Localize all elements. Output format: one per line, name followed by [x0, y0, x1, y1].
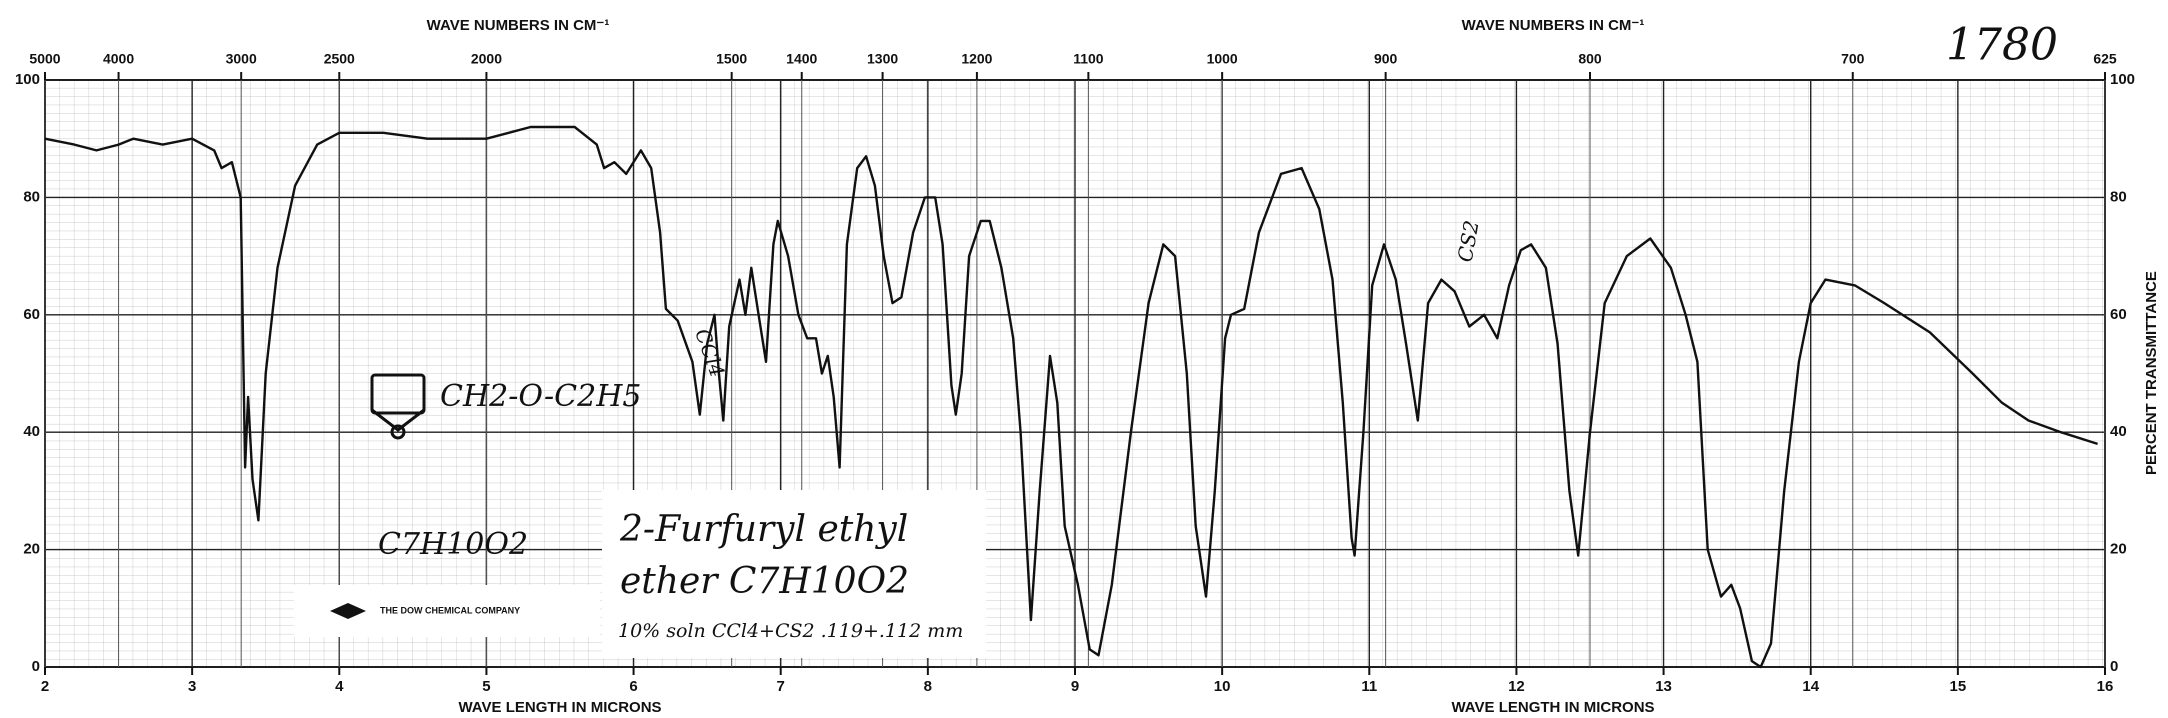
- annotation: 2-Furfuryl ethyl: [619, 509, 908, 550]
- y2-tick-label: 20: [2110, 541, 2127, 558]
- y2-tick-label: 40: [2110, 423, 2127, 440]
- x2-tick-label: 1100: [1073, 51, 1104, 67]
- x-tick-label: 11: [1361, 678, 1377, 695]
- y2-tick-label: 0: [2110, 658, 2118, 675]
- annotation: THE DOW CHEMICAL COMPANY: [380, 605, 520, 615]
- x-tick-label: 13: [1655, 678, 1672, 695]
- x-tick-label: 8: [924, 678, 932, 695]
- x-tick-label: 2: [41, 678, 49, 695]
- logo: [330, 603, 366, 619]
- x2-tick-label: 4000: [103, 51, 134, 67]
- label-box: [602, 490, 986, 658]
- x2-tick-label: 1300: [867, 51, 898, 67]
- x2-tick-label: 2000: [471, 51, 502, 67]
- y-tick-label: 60: [23, 306, 40, 323]
- x2-tick-label: 5000: [29, 51, 60, 67]
- y-tick-label: 80: [23, 188, 40, 205]
- x-tick-label: 7: [777, 678, 785, 695]
- x-axis-label: WAVE LENGTH IN MICRONS: [1451, 699, 1654, 716]
- x2-tick-label: 3000: [226, 51, 257, 67]
- y-tick-label: 20: [23, 541, 40, 558]
- y-tick-label: 40: [23, 423, 40, 440]
- y-axis-label: PERCENT TRANSMITTANCE: [2143, 271, 2160, 475]
- structure-sketch: [370, 373, 426, 440]
- x2-tick-label: 800: [1578, 51, 1602, 67]
- y2-tick-label: 80: [2110, 188, 2127, 205]
- annotation: CH2-O-C2H5: [440, 379, 641, 414]
- y2-tick-label: 100: [2110, 71, 2135, 88]
- x-tick-label: 10: [1214, 678, 1231, 695]
- x2-tick-label: 2500: [324, 51, 355, 67]
- x2-tick-label: 1200: [961, 51, 992, 67]
- x-axis-label: WAVE LENGTH IN MICRONS: [458, 699, 661, 716]
- y-tick-label: 0: [32, 658, 40, 675]
- x-tick-label: 9: [1071, 678, 1079, 695]
- x-tick-label: 3: [188, 678, 196, 695]
- x2-tick-label: 1000: [1207, 51, 1238, 67]
- x2-axis-label: WAVE NUMBERS IN CM⁻¹: [1462, 17, 1645, 34]
- x-tick-label: 6: [629, 678, 637, 695]
- x-tick-label: 4: [335, 678, 344, 695]
- series: [44, 125, 2098, 669]
- annotation: C7H10O2: [378, 527, 528, 562]
- x2-tick-label: 1500: [716, 51, 747, 67]
- annotation: 10% soln CCl4+CS2 .119+.112 mm: [618, 620, 963, 642]
- x-tick-label: 15: [1950, 678, 1967, 695]
- y-tick-label: 100: [15, 71, 40, 88]
- spectrum-line: [44, 125, 2098, 669]
- x-tick-label: 5: [482, 678, 490, 695]
- annotation: 1780: [1946, 20, 2058, 71]
- x2-axis-label: WAVE NUMBERS IN CM⁻¹: [427, 17, 610, 34]
- annotation: ether C7H10O2: [620, 561, 909, 602]
- x-tick-label: 12: [1508, 678, 1525, 695]
- x2-tick-label: 700: [1841, 51, 1865, 67]
- x2-tick-label: 900: [1374, 51, 1398, 67]
- x-tick-label: 16: [2097, 678, 2114, 695]
- x2-tick-label: 625: [2093, 51, 2117, 67]
- x-tick-label: 14: [1802, 678, 1819, 695]
- axes: 0 0 20 20 40 40 60 60 80 80 100 100 2 3 4 5 6 7 8 9 10 11 12 13…: [15, 51, 2135, 695]
- x2-tick-label: 1400: [786, 51, 817, 67]
- y2-tick-label: 60: [2110, 306, 2127, 323]
